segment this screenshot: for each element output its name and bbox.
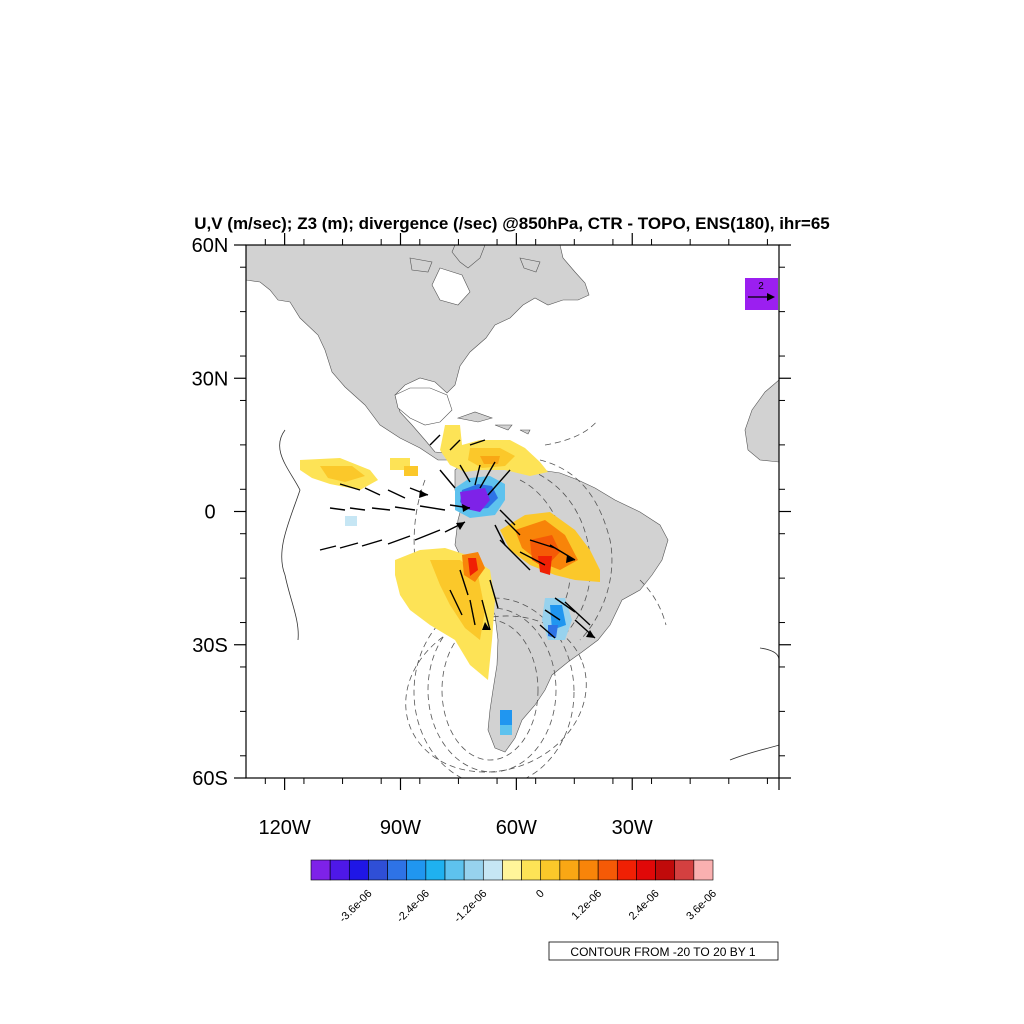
colorbar-label: -3.6e-06 [337, 888, 374, 925]
colorbar-swatch [463, 859, 484, 881]
colorbar-label: 1.2e-06 [569, 888, 604, 923]
colorbar-swatch [329, 859, 350, 881]
colorbar-swatch [521, 859, 542, 881]
colorbar-swatch [444, 859, 465, 881]
water-hudson-bay [431, 267, 471, 306]
colorbar-swatch [425, 859, 446, 881]
colorbar-swatch [368, 859, 388, 881]
colorbar-swatch [636, 859, 656, 881]
land-caribbean [456, 411, 531, 435]
lon-tick-label: 60W [496, 817, 537, 839]
lat-tick-label: 60S [192, 768, 228, 790]
colorbar-label: 3.6e-06 [684, 888, 719, 923]
reference-vector: 2 [745, 278, 778, 310]
colorbar-swatch [406, 859, 427, 881]
zero-contour [279, 429, 301, 641]
water-gulf-of-mexico [394, 387, 453, 426]
colorbar-swatch [597, 859, 618, 881]
colorbar-swatch [502, 859, 522, 881]
colorbar-swatch [482, 859, 503, 881]
colorbar-swatch [348, 859, 369, 881]
colorbar-label: -2.4e-06 [395, 888, 432, 925]
land-africa [744, 379, 779, 463]
lon-tick-label: 30W [612, 817, 653, 839]
map-panel [246, 245, 779, 778]
colorbar-swatch [540, 859, 561, 881]
colorbar-label: -1.2e-06 [452, 888, 489, 925]
colorbar-swatch [655, 859, 676, 881]
land-arctic-islands [409, 245, 541, 273]
lon-tick-label: 120W [258, 817, 310, 839]
colorbar-swatch [674, 859, 695, 881]
lat-tick-label: 0 [204, 502, 215, 524]
vector-heads [419, 490, 595, 638]
contour-info-box: CONTOUR FROM -20 TO 20 BY 1 [548, 941, 779, 961]
lat-tick-label: 60N [192, 235, 229, 257]
contour-info: CONTOUR FROM -20 TO 20 BY 1 [570, 945, 755, 959]
colorbar-swatch [578, 859, 599, 881]
lat-tick-label: 30N [192, 368, 229, 390]
colorbar-swatch [693, 859, 714, 881]
colorbar-label: 2.4e-06 [627, 888, 662, 923]
lat-tick-label: 30S [192, 635, 228, 657]
colorbar-label: 0 [534, 888, 547, 901]
land-north-america [246, 245, 590, 461]
colorbar-swatch [387, 859, 408, 881]
lon-tick-label: 90W [380, 817, 421, 839]
figure-title: U,V (m/sec); Z3 (m); divergence (/sec) @… [194, 214, 830, 233]
reference-vector-value: 2 [758, 281, 764, 292]
colorbar: -3.6e-06 -2.4e-06 -1.2e-06 0 1.2e-06 2.4e-06 3… [310, 859, 719, 925]
wind-vectors [319, 434, 596, 639]
axis-ticks: 60N 30N 0 30S 60S 120W 90W 60W 30W [192, 233, 791, 839]
colorbar-swatch [616, 859, 637, 881]
colorbar-swatch [310, 859, 331, 881]
colorbar-swatch [559, 859, 580, 881]
